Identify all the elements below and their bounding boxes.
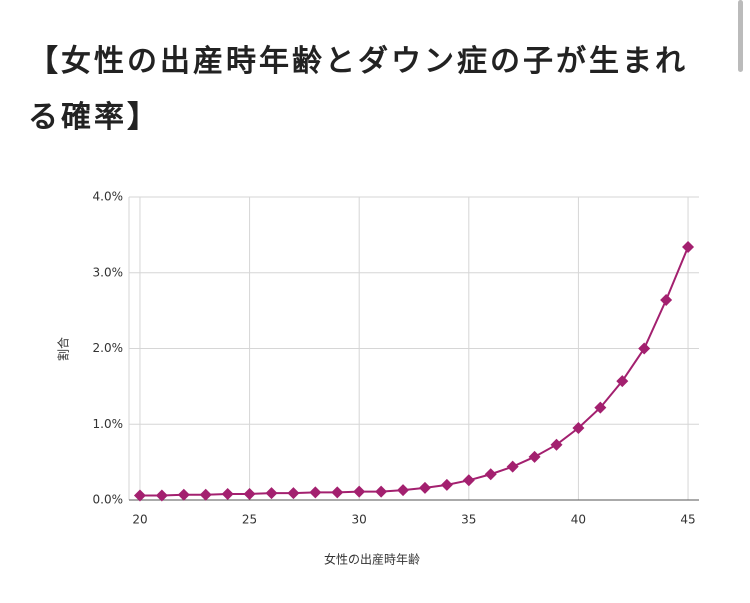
marker bbox=[221, 487, 234, 500]
marker bbox=[331, 486, 344, 499]
chart-title: 【女性の出産時年齢とダウン症の子が生まれる確率】 bbox=[28, 44, 688, 135]
marker bbox=[265, 487, 278, 500]
x-axis-label: 女性の出産時年齢 bbox=[324, 552, 420, 567]
marker bbox=[638, 342, 651, 355]
marker bbox=[528, 450, 541, 463]
marker bbox=[375, 485, 388, 498]
marker bbox=[660, 294, 673, 307]
marker bbox=[440, 478, 453, 491]
x-tick-label: 20 bbox=[132, 513, 147, 527]
marker bbox=[594, 401, 607, 414]
y-tick-label: 1.0% bbox=[93, 417, 124, 431]
marker bbox=[155, 489, 168, 502]
y-tick-label: 4.0% bbox=[93, 190, 124, 204]
x-tick-label: 40 bbox=[571, 513, 586, 527]
y-tick-label: 2.0% bbox=[93, 341, 124, 355]
x-tick-label: 35 bbox=[461, 513, 476, 527]
x-tick-label: 45 bbox=[680, 513, 695, 527]
marker bbox=[397, 484, 410, 497]
marker bbox=[243, 487, 256, 500]
marker bbox=[550, 438, 563, 451]
marker bbox=[309, 486, 322, 499]
marker bbox=[462, 474, 475, 487]
marker bbox=[484, 468, 497, 481]
marker bbox=[506, 460, 519, 473]
x-tick-label: 30 bbox=[352, 513, 367, 527]
scrollbar bbox=[738, 0, 743, 72]
marker bbox=[418, 481, 431, 494]
marker bbox=[353, 485, 366, 498]
marker bbox=[199, 488, 212, 501]
marker bbox=[572, 422, 585, 435]
y-tick-label: 3.0% bbox=[93, 265, 124, 279]
x-tick-label: 25 bbox=[242, 513, 257, 527]
line bbox=[139, 246, 689, 497]
marker bbox=[133, 489, 146, 502]
marker bbox=[177, 488, 190, 501]
marker bbox=[682, 240, 695, 253]
y-tick-label: 0.0% bbox=[93, 493, 124, 507]
marker bbox=[287, 487, 300, 500]
y-axis-label: 割合 bbox=[56, 337, 71, 361]
marker bbox=[616, 375, 629, 388]
